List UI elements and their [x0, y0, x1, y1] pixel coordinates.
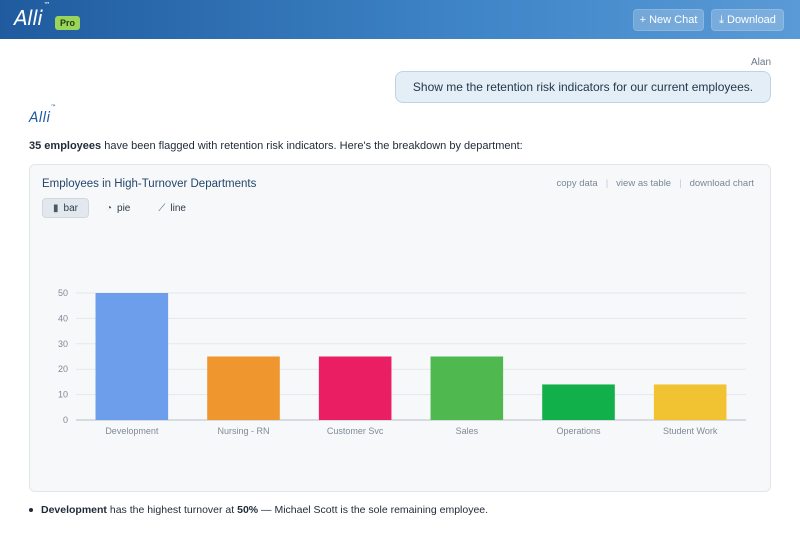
y-tick-label: 20	[58, 364, 68, 374]
app-header: Alli™ Pro + New Chat ⤓ Download	[0, 0, 800, 39]
x-tick-label: Student Work	[663, 426, 718, 436]
tab-bar[interactable]: ▮ bar	[42, 198, 89, 218]
pie-chart-icon: ◔	[105, 202, 113, 214]
x-tick-label: Nursing - RN	[217, 426, 269, 436]
insight-bullet: Development has the highest turnover at …	[29, 504, 488, 516]
x-tick-label: Operations	[556, 426, 601, 436]
flagged-count: 35 employees	[29, 140, 102, 152]
user-message-bubble: Show me the retention risk indicators fo…	[395, 71, 771, 103]
x-tick-label: Customer Svc	[327, 426, 384, 436]
view-as-table-link[interactable]: view as table	[616, 178, 672, 189]
chart-actions: copy data | view as table | download cha…	[557, 178, 755, 189]
bar-customer-svc[interactable]	[318, 356, 392, 421]
y-tick-label: 50	[58, 288, 68, 298]
copy-data-link[interactable]: copy data	[556, 178, 598, 189]
y-tick-label: 0	[63, 415, 68, 425]
bar-operations[interactable]	[542, 384, 615, 420]
chart-title: Employees in High-Turnover Departments	[42, 178, 257, 190]
x-tick-label: Sales	[456, 426, 479, 436]
chart-card: Employees in High-Turnover Departments c…	[29, 164, 771, 492]
x-tick-label: Development	[105, 426, 159, 436]
y-tick-label: 40	[58, 313, 68, 323]
assistant-name: Alli™	[29, 104, 57, 126]
bullet-dot	[29, 508, 33, 512]
bar-student-work[interactable]	[653, 384, 727, 420]
line-chart-icon: ⟋	[158, 202, 166, 214]
pro-badge: Pro	[55, 16, 81, 30]
bar-chart: 0 10 20 30 40 50 Development Nursing - RN Custom…	[58, 288, 746, 436]
user-name: Alan	[750, 57, 771, 68]
bar-sales[interactable]	[430, 356, 504, 421]
assistant-summary: 35 employees have been flagged with rete…	[29, 140, 523, 152]
app-logo[interactable]: Alli™	[14, 1, 50, 30]
tab-line[interactable]: ⟋ line	[158, 202, 186, 214]
download-button[interactable]: ⤓ Download	[711, 9, 784, 31]
new-chat-button[interactable]: + New Chat	[633, 9, 704, 31]
bar-chart-icon: ▮	[53, 202, 59, 214]
action-separator: |	[679, 178, 682, 189]
chart-type-tabs: ▮ bar ◔ pie ⟋ line	[42, 198, 197, 218]
bar-development[interactable]	[95, 293, 169, 420]
insight-text: Development has the highest turnover at …	[41, 504, 489, 516]
tab-pie[interactable]: ◔ pie	[105, 202, 131, 214]
bar-nursing-rn[interactable]	[207, 356, 280, 421]
download-chart-link[interactable]: download chart	[689, 178, 754, 189]
y-tick-label: 10	[58, 390, 68, 400]
y-tick-label: 30	[58, 339, 68, 349]
action-separator: |	[605, 178, 609, 189]
